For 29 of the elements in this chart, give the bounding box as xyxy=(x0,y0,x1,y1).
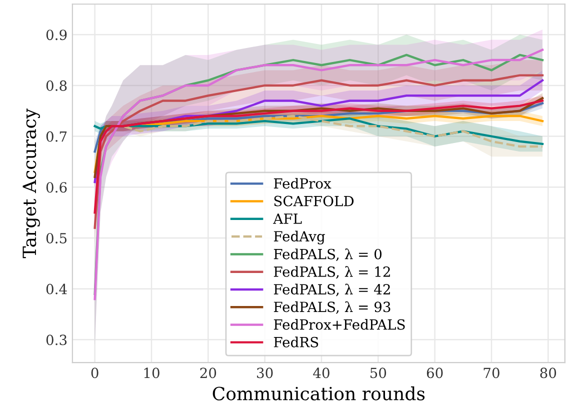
x-tick-label: 30 xyxy=(257,368,273,378)
legend-label: FedPALS, λ = 0 xyxy=(274,248,382,262)
y-tick-label: 0.7 xyxy=(46,131,67,142)
y-tick-label: 0.6 xyxy=(46,182,67,193)
y-tick-label: 0.3 xyxy=(46,334,67,346)
legend-label: FedAvg xyxy=(274,230,325,244)
legend-label: FedPALS, λ = 93 xyxy=(274,301,390,314)
x-tick-label: 20 xyxy=(200,368,216,378)
legend-label: FedProx+FedPALS xyxy=(274,319,405,330)
legend-label: FedRS xyxy=(274,336,318,348)
x-tick-label: 50 xyxy=(370,368,386,378)
legend-label: AFL xyxy=(273,214,302,224)
y-axis-title: Target Accuracy xyxy=(22,108,40,258)
x-tick-label: 60 xyxy=(426,368,443,378)
legend-label: FedProx xyxy=(274,178,332,189)
y-tick-label: 0.9 xyxy=(46,30,67,40)
legend-label: SCAFFOLD xyxy=(274,196,354,206)
x-tick-label: 40 xyxy=(313,368,330,378)
line-series xyxy=(94,117,544,146)
x-tick-label: 70 xyxy=(484,368,500,378)
x-tick-label: 10 xyxy=(144,368,160,378)
x-tick-label: 0 xyxy=(91,368,98,378)
legend-label: FedPALS, λ = 12 xyxy=(274,266,390,279)
x-tick-label: 80 xyxy=(540,368,556,378)
legend-label: FedPALS, λ = 42 xyxy=(274,284,390,296)
y-tick-label: 0.8 xyxy=(46,80,67,91)
y-tick-label: 0.5 xyxy=(46,232,67,244)
x-axis-title: Communication rounds xyxy=(212,386,425,400)
y-tick-label: 0.4 xyxy=(46,284,67,294)
